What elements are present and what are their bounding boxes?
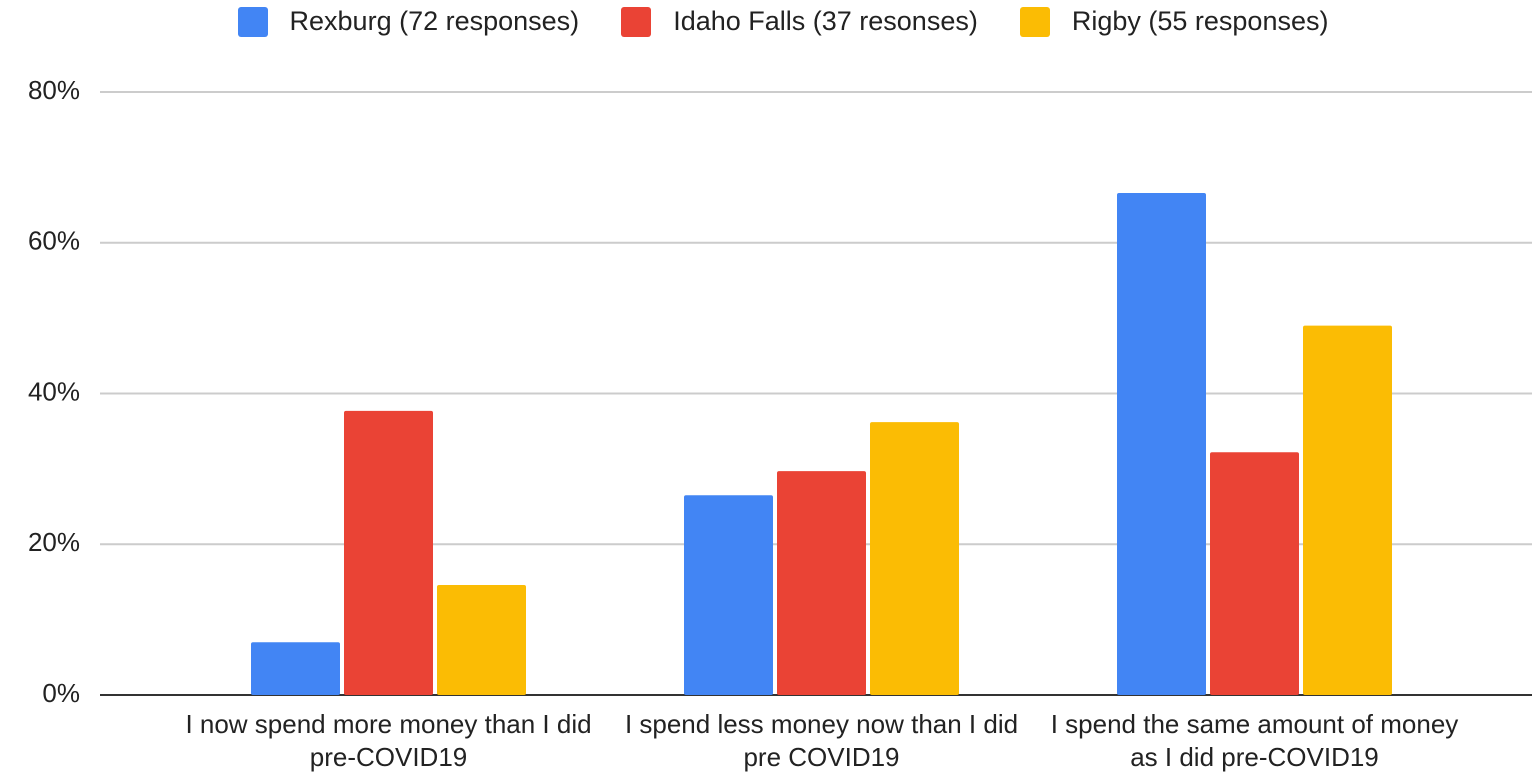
legend-label: Rigby (55 responses) (1071, 6, 1329, 36)
bar (251, 642, 340, 695)
legend-item: Rexburg (72 responses) (237, 6, 580, 37)
bar (344, 410, 433, 695)
y-tick-label: 20% (28, 527, 80, 557)
bar (777, 471, 866, 695)
x-tick-label: I spend less money now than I did pre CO… (624, 709, 1019, 772)
bar (1303, 325, 1392, 695)
bar (1210, 452, 1299, 695)
bar (1117, 193, 1206, 695)
legend-label: Idaho Falls (37 resonses) (673, 6, 978, 36)
bar (437, 584, 526, 695)
y-tick-label: 80% (28, 75, 80, 105)
legend-swatch (621, 6, 652, 37)
y-tick-label: 0% (42, 678, 80, 708)
legend-swatch (1019, 6, 1050, 37)
legend-label: Rexburg (72 responses) (289, 6, 580, 36)
y-tick-label: 60% (28, 226, 80, 256)
legend-swatch (237, 6, 268, 37)
y-tick-label: 40% (28, 376, 80, 406)
bar (870, 422, 959, 695)
legend: Rexburg (72 responses) Idaho Falls (37 re… (0, 6, 1532, 37)
x-tick-label: I now spend more money than I did pre-CO… (185, 709, 592, 772)
bar (684, 495, 773, 695)
x-tick-label: I spend the same amount of money as I di… (1050, 709, 1459, 772)
legend-item: Idaho Falls (37 resonses) (621, 6, 978, 37)
legend-item: Rigby (55 responses) (1019, 6, 1329, 37)
